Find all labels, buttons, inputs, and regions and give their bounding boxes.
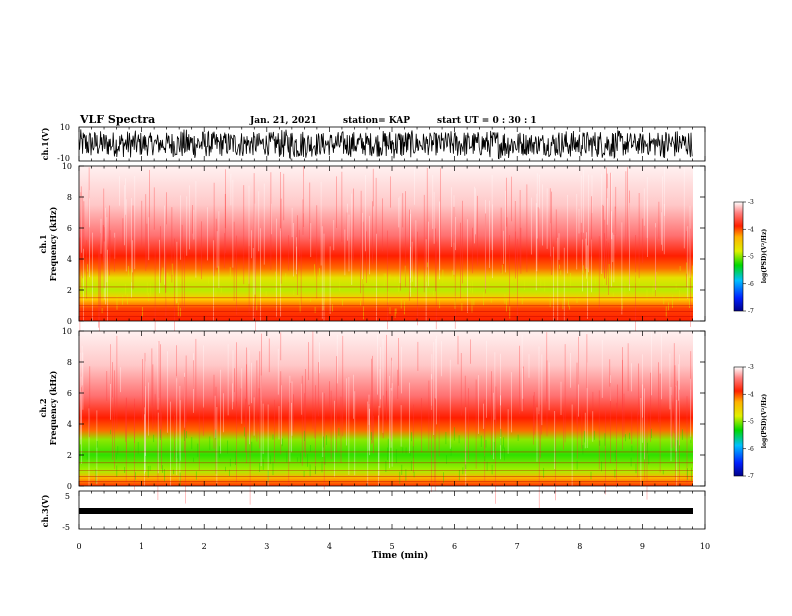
freq-tick-label: 8	[67, 193, 72, 202]
colorbar-tick-label: -3	[748, 364, 754, 371]
ch2-channel-label: ch.2	[38, 398, 48, 417]
colorbar-tick-label: -7	[748, 308, 754, 315]
colorbar-tick-label: -6	[748, 281, 754, 288]
time-tick-label: 1	[139, 542, 144, 551]
ch3-waveform-trace	[79, 508, 693, 514]
ch1-spectrogram-texture	[78, 166, 694, 345]
ch1-waveform-line	[78, 129, 693, 160]
ch1-colorbar-label: log(PSD)(V²/Hz)	[761, 229, 768, 284]
ch3-ytick-top: 5	[65, 492, 70, 501]
time-tick-label: 0	[76, 542, 81, 551]
date-label: Jan. 21, 2021	[249, 116, 317, 126]
ch1-waveform-ylabel: ch.1(V)	[40, 127, 50, 160]
time-tick-label: 4	[327, 542, 332, 551]
time-tick-label: 5	[389, 542, 394, 551]
ch2-colorbar	[733, 366, 744, 477]
freq-tick-label: 0	[67, 482, 72, 491]
ch2-colorbar-label: log(PSD)(V²/Hz)	[761, 394, 768, 449]
ch3-waveform-ylabel: ch.3(V)	[40, 494, 50, 527]
ch1-colorbar	[733, 201, 744, 312]
freq-tick-label: 6	[67, 389, 72, 398]
ch2-freq-ylabel: Frequency (kHz)	[48, 370, 58, 445]
colorbar-tick-label: -5	[748, 419, 754, 426]
ch2-freq-ticks: 0 2 4 6 8 10	[62, 327, 705, 491]
ch2-spectrogram-texture	[79, 331, 693, 509]
ch1-ytick-bottom: -10	[57, 154, 70, 163]
freq-tick-label: 10	[62, 327, 72, 336]
time-tick-label: 7	[515, 542, 520, 551]
colorbar-tick-label: -7	[748, 473, 754, 480]
colorbar-tick-label: -4	[748, 391, 754, 398]
ch1-colorbar-ticks: -3 -4 -5 -6 -7	[743, 199, 754, 315]
ch3-waveform-panel: 5 -5 ch.3(V)	[40, 490, 706, 532]
time-tick-label: 3	[264, 542, 269, 551]
ch3-ytick-bottom: -5	[62, 523, 70, 532]
freq-tick-label: 2	[67, 451, 72, 460]
colorbar-tick-label: -4	[748, 226, 754, 233]
freq-tick-label: 6	[67, 224, 72, 233]
time-tick-label: 9	[640, 542, 645, 551]
ch1-freq-ticks: 0 2 4 6 8 10	[62, 162, 705, 326]
ch1-channel-label: ch.1	[38, 234, 48, 253]
ch1-ytick-top: 10	[60, 123, 70, 132]
colorbar-tick-label: -3	[748, 199, 754, 206]
colorbar-tick-label: -5	[748, 254, 754, 261]
station-label: station= KAP	[343, 116, 410, 126]
colorbar-tick-label: -6	[748, 446, 754, 453]
time-axis-label: Time (min)	[372, 550, 429, 561]
time-tick-label: 10	[700, 542, 710, 551]
time-axis-ticks: 0 1 2 3 4 5 6 7 8 9 10	[76, 127, 710, 551]
time-tick-label: 8	[577, 542, 582, 551]
freq-tick-label: 4	[67, 255, 72, 264]
start-ut-label: start UT = 0 : 30 : 1	[437, 116, 537, 126]
freq-tick-label: 2	[67, 286, 72, 295]
ch1-freq-ylabel: Frequency (kHz)	[48, 206, 58, 281]
time-tick-label: 2	[202, 542, 207, 551]
ch1-spectrogram-heatmap	[79, 166, 693, 321]
freq-tick-label: 4	[67, 420, 72, 429]
ch1-waveform-panel: 10 -10 ch.1(V)	[40, 123, 706, 163]
time-tick-label: 6	[452, 542, 457, 551]
freq-tick-label: 0	[67, 317, 72, 326]
figure-title: VLF Spectra	[79, 113, 155, 126]
ch2-spectrogram-heatmap	[79, 331, 693, 486]
freq-tick-label: 10	[62, 162, 72, 171]
ch2-colorbar-ticks: -3 -4 -5 -6 -7	[743, 364, 754, 480]
freq-tick-label: 8	[67, 358, 72, 367]
